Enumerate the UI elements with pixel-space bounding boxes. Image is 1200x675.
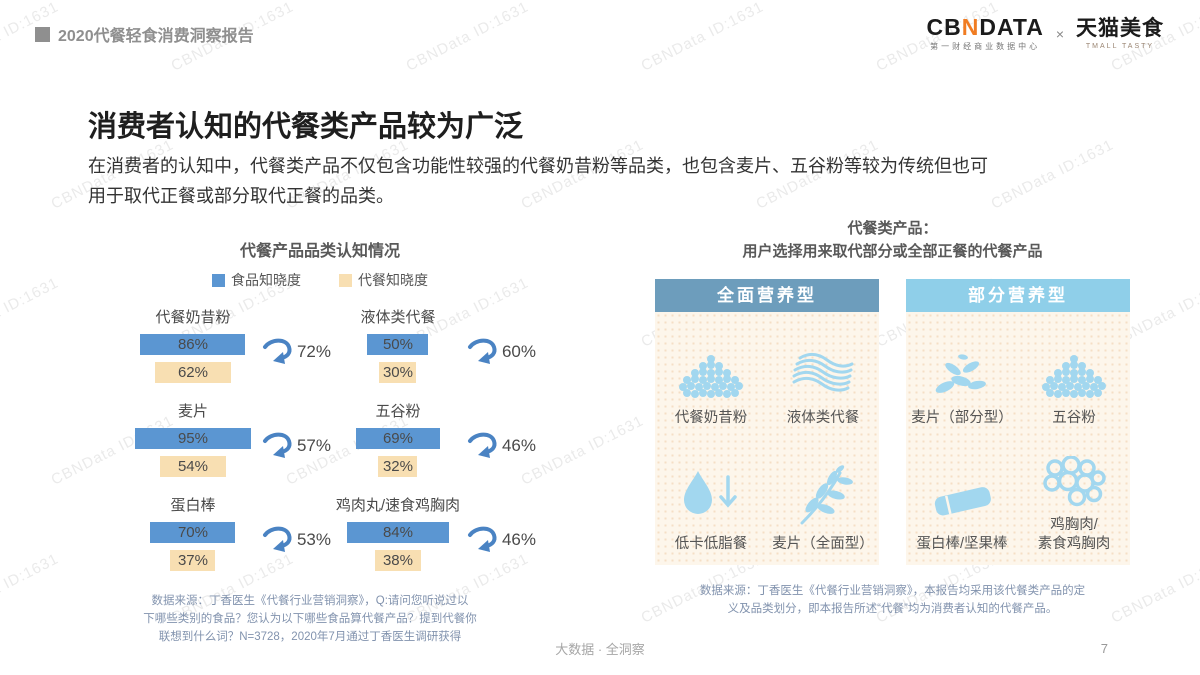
legend-item-food: 食品知晓度 xyxy=(212,270,301,290)
awareness-chart: 代餐产品品类认知情况 食品知晓度 代餐知晓度 代餐奶昔粉 86% 62% xyxy=(100,237,540,646)
chart-group-chicken: 鸡肉丸/速食鸡胸肉 84% 38% 46% xyxy=(331,494,536,571)
watermark-text: CBNData ID:1631 xyxy=(0,550,62,627)
cell-chicken-breast: 鸡胸肉/ 素食鸡胸肉 xyxy=(1018,439,1130,566)
grain-seeds-icon xyxy=(935,354,986,393)
chart-groups: 代餐奶昔粉 86% 62% 72% 液体类代餐 50% 30% 6 xyxy=(100,306,540,571)
bar-meal-awareness: 30% xyxy=(379,362,417,383)
cell-liquid-meal: 液体类代餐 xyxy=(767,312,879,439)
curved-arrow-icon xyxy=(262,432,292,458)
intro-paragraph: 在消费者的认知中，代餐类产品不仅包含功能性较强的代餐奶昔粉等品类，也包含麦片、五… xyxy=(88,152,988,211)
droplet-down-arrow-icon xyxy=(684,471,737,515)
watermark-text: CBNData ID:1631 xyxy=(988,136,1117,213)
chart-footnote: 数据来源：丁香医生《代餐行业营销洞察》，Q:请问您听说过以 下哪些类别的食品？您… xyxy=(143,595,477,643)
bar-food-awareness: 86% xyxy=(140,334,246,355)
legend-swatch-tan xyxy=(339,273,352,287)
logo-cross-separator: × xyxy=(1055,25,1064,42)
chart-group-grain-powder: 五谷粉 69% 32% 46% xyxy=(331,400,536,477)
chicken-circles-icon xyxy=(1043,456,1106,507)
page-number: 7 xyxy=(1100,641,1108,656)
curved-arrow-icon xyxy=(467,526,497,552)
cbndata-logo: CBNDATA 第一财经商业数据中心 xyxy=(926,14,1044,51)
watermark-text: CBNData ID:1631 xyxy=(638,0,767,75)
conversion-annotation: 57% xyxy=(262,432,331,460)
category-label: 鸡肉丸/速食鸡胸肉 xyxy=(335,497,461,514)
brand-logos: CBNDATA 第一财经商业数据中心 × 天猫美食 TMALL TASTY xyxy=(926,16,1164,51)
watermark-text: CBNData ID:1631 xyxy=(0,274,62,351)
conversion-value: 46% xyxy=(501,530,536,549)
protein-bar-icon xyxy=(934,487,991,516)
wheat-branch-icon xyxy=(800,465,853,525)
category-cards: 全面营养型 代餐奶昔粉 xyxy=(655,279,1130,565)
cell-low-cal-meal: 低卡低脂餐 xyxy=(655,439,767,566)
powder-pile-icon xyxy=(1042,354,1106,398)
tmall-subtitle: TMALL TASTY xyxy=(1085,42,1155,50)
curved-arrow-icon xyxy=(467,338,497,364)
cell-oatmeal-partial: 麦片（部分型） xyxy=(906,312,1018,439)
conversion-value: 53% xyxy=(296,530,331,549)
footer-tagline: 大数据 · 全洞察 xyxy=(555,642,645,657)
tmall-food-logo: 天猫美食 TMALL TASTY xyxy=(1076,16,1164,50)
cbndata-subtitle: 第一财经商业数据中心 xyxy=(930,42,1041,51)
curved-arrow-icon xyxy=(262,526,292,552)
conversion-annotation: 72% xyxy=(262,338,331,366)
category-label: 麦片 xyxy=(177,403,208,420)
category-label: 代餐奶昔粉 xyxy=(155,309,231,326)
bar-food-awareness: 95% xyxy=(134,428,251,449)
card-header: 部分营养型 xyxy=(906,279,1130,312)
bar-food-awareness: 84% xyxy=(346,522,449,543)
conversion-annotation: 46% xyxy=(467,526,536,554)
category-panel: 代餐类产品： 用户选择用来取代部分或全部正餐的代餐产品 全面营养型 xyxy=(655,218,1130,619)
bar-meal-awareness: 54% xyxy=(159,456,226,477)
curved-arrow-icon xyxy=(262,338,292,364)
intro-line-2: 用于取代正餐或部分取代正餐的品类。 xyxy=(88,185,394,206)
bar-food-awareness: 70% xyxy=(150,522,236,543)
card-header: 全面营养型 xyxy=(655,279,879,312)
category-label: 液体类代餐 xyxy=(360,309,436,326)
panel-title: 代餐类产品： 用户选择用来取代部分或全部正餐的代餐产品 xyxy=(742,220,1043,260)
panel-footnote: 数据来源：丁香医生《代餐行业营销洞察》，本报告均采用该代餐类产品的定 义及品类划… xyxy=(699,585,1086,615)
conversion-value: 57% xyxy=(296,436,331,455)
bar-meal-awareness: 37% xyxy=(170,550,216,571)
conversion-annotation: 60% xyxy=(467,338,536,366)
chart-group-protein-bar: 蛋白棒 70% 37% 53% xyxy=(126,494,331,571)
conversion-annotation: 53% xyxy=(262,526,331,554)
bar-meal-awareness: 62% xyxy=(154,362,231,383)
intro-line-1: 在消费者的认知中，代餐类产品不仅包含功能性较强的代餐奶昔粉等品类，也包含麦片、五… xyxy=(88,156,988,176)
chart-group-oatmeal: 麦片 95% 54% 57% xyxy=(126,400,331,477)
chart-legend: 食品知晓度 代餐知晓度 xyxy=(100,270,540,290)
powder-pile-icon xyxy=(679,354,743,398)
slide-header: 2020代餐轻食消费洞察报告 xyxy=(35,22,254,46)
category-label: 蛋白棒 xyxy=(170,497,216,514)
conversion-value: 60% xyxy=(501,342,536,361)
cell-shake-powder: 代餐奶昔粉 xyxy=(655,312,767,439)
bar-food-awareness: 69% xyxy=(355,428,440,449)
bar-food-awareness: 50% xyxy=(367,334,429,355)
bar-meal-awareness: 38% xyxy=(374,550,421,571)
header-square-marker xyxy=(35,26,50,42)
page-title: 消费者认知的代餐类产品较为广泛 xyxy=(88,111,524,144)
card-full-nutrition: 全面营养型 代餐奶昔粉 xyxy=(655,279,879,565)
cell-protein-nut-bar: 蛋白棒/坚果棒 xyxy=(906,439,1018,566)
conversion-annotation: 46% xyxy=(467,432,536,460)
cell-oatmeal-full: 麦片（全面型） xyxy=(767,439,879,566)
card-partial-nutrition: 部分营养型 麦片（部分型） xyxy=(906,279,1130,565)
chart-group-shake-powder: 代餐奶昔粉 86% 62% 72% xyxy=(126,306,331,383)
curved-arrow-icon xyxy=(467,432,497,458)
liquid-waves-icon xyxy=(792,352,854,392)
bar-meal-awareness: 32% xyxy=(378,456,418,477)
legend-swatch-blue xyxy=(212,273,225,287)
conversion-value: 72% xyxy=(296,342,331,361)
legend-item-meal: 代餐知晓度 xyxy=(339,270,428,290)
watermark-text: CBNData ID:1631 xyxy=(403,0,532,75)
chart-title: 代餐产品品类认知情况 xyxy=(239,243,400,260)
cbndata-orange-n: N xyxy=(961,14,980,40)
report-title: 2020代餐轻食消费洞察报告 xyxy=(58,28,254,45)
category-label: 五谷粉 xyxy=(375,403,421,420)
cell-grain-powder: 五谷粉 xyxy=(1018,312,1130,439)
conversion-value: 46% xyxy=(501,436,536,455)
chart-group-liquid-meal: 液体类代餐 50% 30% 60% xyxy=(331,306,536,383)
